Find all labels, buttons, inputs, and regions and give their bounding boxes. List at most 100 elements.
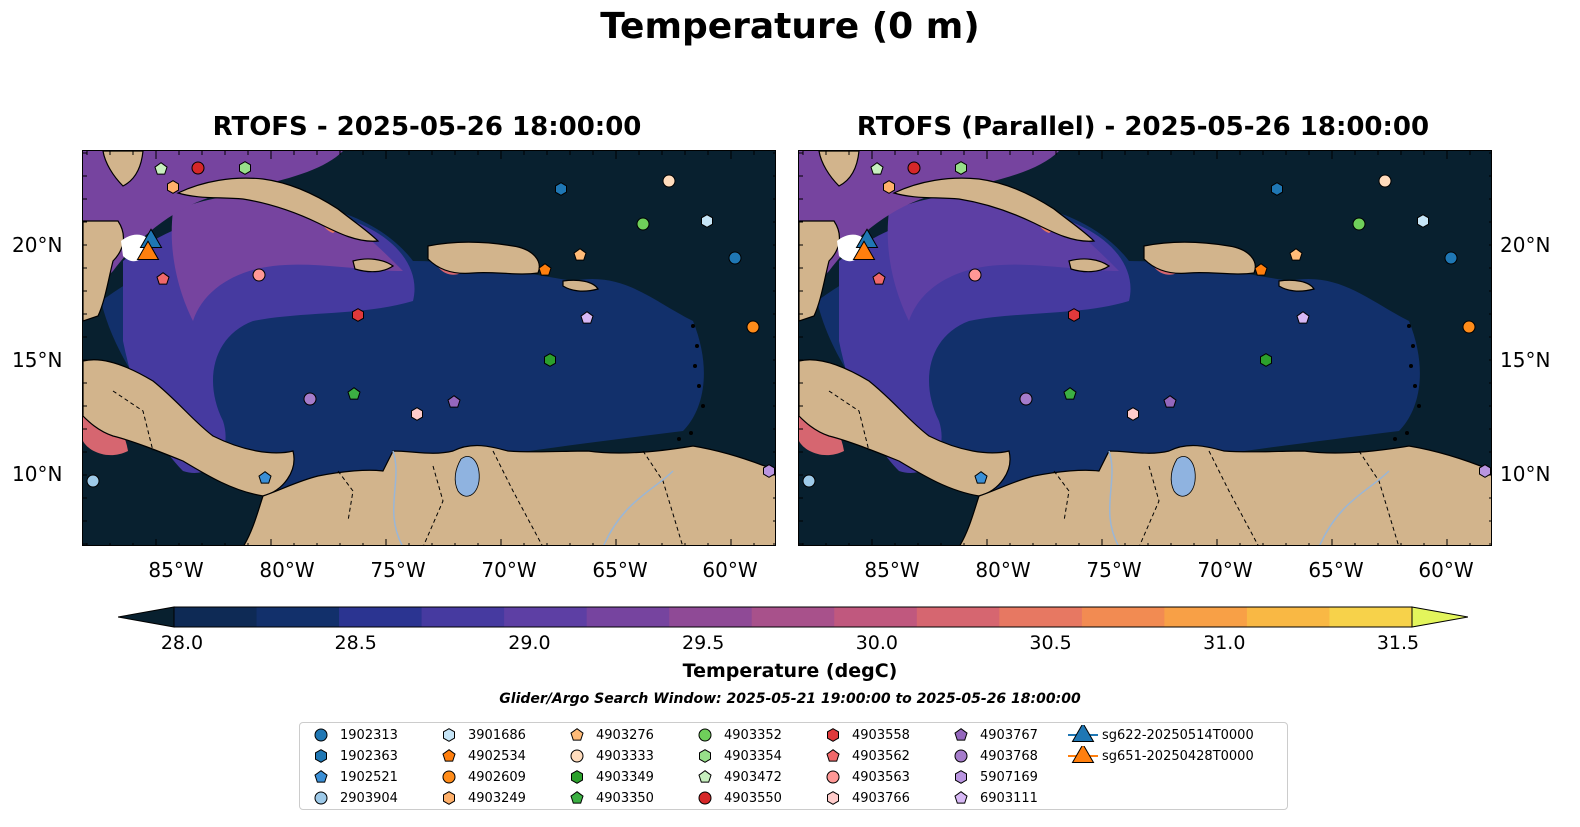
legend-entry: 4903276 <box>562 725 654 745</box>
island <box>1411 344 1415 348</box>
circle-marker-icon <box>698 791 712 805</box>
colorbar-segment <box>1081 607 1165 627</box>
float-marker-4903766 <box>411 407 423 421</box>
float-marker-4903350 <box>347 387 361 400</box>
float-marker-4903349 <box>1260 353 1272 367</box>
river <box>1319 470 1390 545</box>
colorbar-segment <box>916 607 1000 627</box>
legend-entry: 1902363 <box>306 746 398 766</box>
float-marker-4903352 <box>1352 217 1366 231</box>
colorbar-tick-label: 29.0 <box>508 632 551 654</box>
x-tick-label: 75°W <box>370 558 426 582</box>
float-marker-4903767 <box>1163 395 1177 408</box>
legend-label: 4903350 <box>596 790 654 806</box>
pentagon-marker-icon <box>570 728 584 741</box>
land-mass <box>352 258 395 273</box>
country-border <box>642 450 683 545</box>
x-tick-label: 75°W <box>1086 558 1142 582</box>
float-marker-4903550 <box>191 161 205 175</box>
legend-entry: 4903352 <box>690 725 782 745</box>
lake-maracaibo <box>1170 456 1196 497</box>
float-marker-4903550 <box>907 161 921 175</box>
circle-marker-icon <box>314 728 328 742</box>
map-panel-rtofs-parallel <box>798 150 1492 546</box>
y-tick-label-right: 10°N <box>1500 462 1551 486</box>
river <box>1108 450 1119 545</box>
land-mass <box>83 220 125 322</box>
float-marker-4903333 <box>1378 174 1392 188</box>
pentagon-marker-icon <box>954 728 968 741</box>
hexagon-marker-icon <box>699 749 711 763</box>
colorbar-segment <box>339 607 423 627</box>
float-marker-1902363 <box>555 182 567 196</box>
y-tick-label-left: 20°N <box>12 233 63 257</box>
float-marker-1902521 <box>258 471 272 484</box>
sst-field-gulf <box>799 151 1059 301</box>
x-tick-label: 85°W <box>148 558 204 582</box>
float-marker-4903558 <box>352 308 364 322</box>
legend-label: 2903904 <box>340 790 398 806</box>
map-canvas <box>83 151 775 545</box>
legend-entry: sg622-20250514T0000 <box>1068 725 1254 745</box>
float-marker-1902313 <box>1444 251 1458 265</box>
float-marker-4903472 <box>870 162 884 175</box>
island <box>1409 364 1413 368</box>
pentagon-marker-icon <box>954 791 968 804</box>
x-tick-label: 70°W <box>1197 558 1253 582</box>
colorbar-tick-label: 28.5 <box>334 632 377 654</box>
legend-entry: 4903558 <box>818 725 910 745</box>
sst-field-gulf <box>83 151 343 301</box>
legend-label: 4903349 <box>596 769 654 785</box>
legend-entry: 4903472 <box>690 767 782 787</box>
float-marker-4903768 <box>1019 392 1033 406</box>
glider-marker-sg651 <box>852 240 876 260</box>
float-marker-4903249 <box>883 180 895 194</box>
land-mass <box>176 177 380 242</box>
legend-label: 4903354 <box>724 748 782 764</box>
island <box>1407 324 1411 328</box>
float-marker-4903563 <box>968 268 982 282</box>
y-tick-label-left: 15°N <box>12 348 63 372</box>
colorbar-under-extend <box>117 606 175 628</box>
country-border <box>423 465 444 545</box>
float-marker-3901686 <box>701 214 713 228</box>
legend-label: 4903472 <box>724 769 782 785</box>
legend-entry: 6903111 <box>946 788 1038 808</box>
float-marker-4903558 <box>1068 308 1080 322</box>
legend-label: 1902521 <box>340 769 398 785</box>
x-tick-label: 80°W <box>975 558 1031 582</box>
island <box>677 437 681 441</box>
colorbar-segment <box>669 607 753 627</box>
legend-label: sg622-20250514T0000 <box>1102 727 1254 743</box>
country-border <box>337 470 354 522</box>
search-window-text: Glider/Argo Search Window: 2025-05-21 19… <box>499 691 1081 707</box>
x-tick-label: 80°W <box>259 558 315 582</box>
colorbar-segment <box>174 607 258 627</box>
land-mass <box>799 359 1011 497</box>
legend-entry: 4903350 <box>562 788 654 808</box>
legend-label: 5907169 <box>980 769 1038 785</box>
land-mass <box>562 279 599 292</box>
land-mass <box>1278 279 1315 292</box>
colorbar-gradient <box>117 606 1469 628</box>
land-mass <box>243 444 775 545</box>
float-marker-4902534 <box>538 263 552 276</box>
x-tick-label: 60°W <box>702 558 758 582</box>
legend-entry: sg651-20250428T0000 <box>1068 746 1254 766</box>
legend-entry: 4903766 <box>818 788 910 808</box>
figure-title: Temperature (0 m) <box>600 6 980 47</box>
panel-title-left: RTOFS - 2025-05-26 18:00:00 <box>212 112 642 142</box>
float-marker-2903904 <box>802 474 816 488</box>
legend: 1902313 1902363 1902521 2903904 3901686 49025… <box>299 722 1288 810</box>
island <box>1413 384 1417 388</box>
float-marker-4903354 <box>239 161 251 175</box>
float-marker-4902534 <box>1254 263 1268 276</box>
land-mass <box>83 359 295 497</box>
hexagon-marker-icon <box>443 728 455 742</box>
float-marker-4903766 <box>1127 407 1139 421</box>
colorbar-tick-label: 29.5 <box>681 632 725 654</box>
legend-label: 1902363 <box>340 748 398 764</box>
colorbar-tick-label: 28.0 <box>160 632 204 654</box>
legend-label: 4903562 <box>852 748 910 764</box>
float-marker-3901686 <box>1417 214 1429 228</box>
